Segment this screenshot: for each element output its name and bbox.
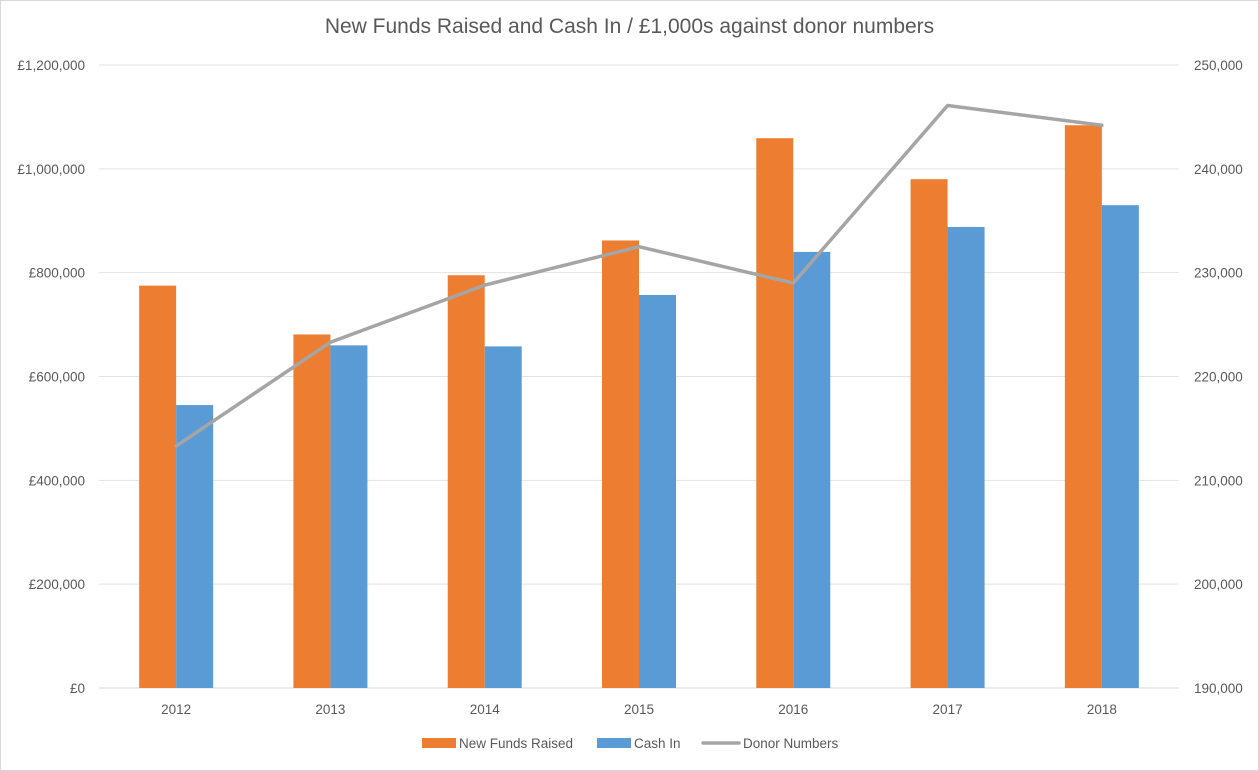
x-tick-label: 2017: [933, 702, 963, 717]
donor-numbers-line: [174, 103, 1104, 448]
x-tick-label: 2018: [1087, 702, 1117, 717]
y-left-tick-label: £1,000,000: [17, 162, 85, 177]
y-left-tick-label: £600,000: [29, 370, 85, 385]
y-right-tick-label: 230,000: [1194, 266, 1243, 281]
x-tick-label: 2012: [161, 702, 191, 717]
new-funds-raised-bar: [139, 285, 177, 688]
y-left-tick-label: £0: [70, 681, 85, 696]
y-left-tick-label: £400,000: [29, 473, 85, 488]
y-right-tick-label: 190,000: [1194, 681, 1243, 696]
chart-title: New Funds Raised and Cash In / £1,000s a…: [324, 15, 935, 38]
cash-in-bar: [176, 405, 214, 688]
new-funds-raised-bar: [293, 334, 331, 688]
cash-in-bar: [793, 251, 831, 688]
cash-in-bar: [484, 346, 522, 688]
x-tick-label: 2016: [778, 702, 808, 717]
new-funds-raised-bar: [1064, 125, 1102, 689]
y-right-tick-label: 240,000: [1194, 162, 1243, 177]
new-funds-raised-bar: [910, 179, 948, 688]
x-tick-label: 2013: [315, 702, 345, 717]
cash-in-bar: [639, 294, 676, 688]
x-tick-label: 2015: [624, 702, 654, 717]
cash-in-legend-swatch: [597, 738, 631, 748]
y-right-tick-label: 250,000: [1194, 58, 1243, 73]
y-left-tick-label: £1,200,000: [17, 58, 85, 73]
new-funds-raised-bar: [602, 240, 639, 688]
donor-numbers-legend-label: Donor Numbers: [743, 736, 839, 751]
cash-in-bar: [330, 345, 368, 688]
y-left-tick-label: £200,000: [29, 577, 85, 592]
y-right-tick-label: 210,000: [1194, 473, 1243, 488]
cash-in-bar: [947, 226, 985, 689]
new-funds-raised-legend-label: New Funds Raised: [459, 736, 573, 751]
new-funds-raised-legend-swatch: [422, 738, 456, 748]
y-right-tick-label: 200,000: [1194, 577, 1243, 592]
y-left-tick-label: £800,000: [29, 266, 85, 281]
new-funds-raised-bar: [756, 138, 794, 688]
cash-in-bar: [1101, 205, 1139, 689]
cash-in-legend-label: Cash In: [634, 736, 681, 751]
x-tick-label: 2014: [470, 702, 501, 717]
y-right-tick-label: 220,000: [1194, 370, 1243, 385]
new-funds-raised-bar: [447, 275, 485, 688]
